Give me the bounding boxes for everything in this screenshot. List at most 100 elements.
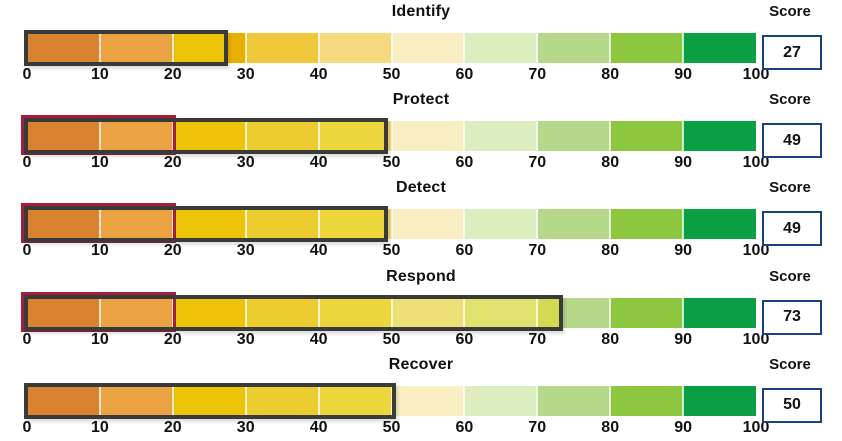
gauge-track bbox=[21, 203, 757, 244]
segment-divider bbox=[609, 209, 612, 240]
segment-divider bbox=[463, 121, 466, 152]
score-label: Score bbox=[769, 91, 811, 109]
value-segment bbox=[172, 209, 246, 240]
scale-segment bbox=[537, 209, 611, 240]
segment-divider bbox=[317, 385, 320, 416]
axis-tick-label: 80 bbox=[601, 330, 620, 348]
axis-tick-label: 40 bbox=[309, 154, 328, 172]
score-outline-box bbox=[24, 382, 396, 419]
score-value-box: 49 bbox=[762, 123, 822, 159]
scale-segment bbox=[610, 33, 684, 63]
segment-divider bbox=[171, 385, 174, 416]
axis-tick-label: 90 bbox=[674, 242, 692, 260]
axis-tick-label: 70 bbox=[528, 418, 547, 436]
gauge-value-bar bbox=[27, 209, 385, 240]
score-value-box: 50 bbox=[762, 387, 822, 423]
score-label: Score bbox=[769, 355, 811, 373]
scale-segment bbox=[391, 33, 465, 63]
segment-divider bbox=[390, 385, 393, 416]
axis-tick-label: 40 bbox=[309, 242, 328, 260]
scale-segment bbox=[537, 33, 611, 63]
gauge-value-segments bbox=[27, 33, 224, 63]
scale-segment bbox=[245, 33, 319, 63]
segment-divider bbox=[682, 121, 685, 152]
segment-divider bbox=[171, 209, 174, 240]
segment-divider bbox=[536, 297, 539, 328]
scale-segment bbox=[464, 209, 538, 240]
gauge-value-bar bbox=[27, 121, 385, 152]
value-segment bbox=[27, 297, 100, 328]
segment-divider bbox=[390, 209, 393, 240]
gauge-value-bar bbox=[27, 33, 224, 63]
axis-tick-label: 50 bbox=[382, 242, 401, 260]
segment-divider bbox=[317, 33, 320, 63]
axis-tick-label: 90 bbox=[674, 330, 692, 348]
segment-divider bbox=[98, 385, 101, 416]
gauge-value-segments bbox=[27, 385, 392, 416]
segment-divider bbox=[317, 297, 320, 328]
axis-tick-label: 90 bbox=[674, 418, 692, 436]
axis-tick-label: 80 bbox=[601, 154, 620, 172]
value-segment bbox=[318, 297, 392, 328]
axis-tick-label: 60 bbox=[455, 242, 474, 260]
axis-tick-label: 10 bbox=[90, 330, 109, 348]
segment-divider bbox=[171, 297, 174, 328]
score-outline-box bbox=[24, 206, 389, 243]
score-value: 49 bbox=[783, 131, 801, 149]
score-outline-box bbox=[24, 118, 389, 155]
scale-segment bbox=[391, 209, 465, 240]
segment-divider bbox=[609, 121, 612, 152]
axis-tick-label: 50 bbox=[382, 330, 401, 348]
gauge-dividers bbox=[27, 33, 756, 63]
segment-divider bbox=[463, 385, 466, 416]
axis-tick-label: 90 bbox=[674, 154, 692, 172]
axis-tick-label: 100 bbox=[742, 154, 770, 172]
scale-segment bbox=[537, 385, 611, 416]
axis-tick-label: 30 bbox=[236, 154, 255, 172]
axis-tick-label: 80 bbox=[601, 66, 620, 83]
axis-tick-label: 20 bbox=[163, 330, 182, 348]
segment-divider bbox=[244, 121, 247, 152]
gauge-title: Recover bbox=[388, 355, 454, 373]
axis-tick-label: 100 bbox=[742, 330, 770, 348]
segment-divider bbox=[244, 209, 247, 240]
axis-tick-label: 80 bbox=[601, 242, 620, 260]
value-segment bbox=[245, 121, 319, 152]
axis-ticks: 0 10 20 30 40 50 60 70 80 90 100 bbox=[23, 418, 770, 439]
axis-tick-label: 0 bbox=[22, 154, 32, 172]
score-label: Score bbox=[769, 3, 811, 20]
axis-ticks: 0 10 20 30 40 50 60 70 80 90 100 bbox=[23, 66, 770, 86]
scale-segment bbox=[610, 297, 684, 328]
axis-tick-label: 30 bbox=[236, 418, 255, 436]
gauge-title: Protect bbox=[392, 91, 450, 109]
value-segment bbox=[245, 385, 319, 416]
segment-divider bbox=[682, 297, 685, 328]
scale-segment bbox=[464, 33, 538, 63]
value-segment bbox=[27, 33, 100, 63]
scale-segment bbox=[391, 121, 465, 152]
gauge-dividers bbox=[27, 297, 756, 328]
scale-segment bbox=[683, 121, 757, 152]
scale-segment bbox=[318, 33, 392, 63]
segment-divider bbox=[536, 209, 539, 240]
gauge-value-segments bbox=[27, 209, 385, 240]
score-value-box: 49 bbox=[762, 211, 822, 247]
scale-segment bbox=[610, 209, 684, 240]
axis-tick-label: 20 bbox=[163, 66, 182, 83]
axis-tick-label: 10 bbox=[90, 66, 109, 83]
segment-divider bbox=[682, 209, 685, 240]
value-segment bbox=[172, 297, 246, 328]
scale-segment bbox=[683, 209, 757, 240]
segment-divider bbox=[244, 297, 247, 328]
segment-divider bbox=[609, 297, 612, 328]
axis-tick-label: 20 bbox=[163, 418, 182, 436]
value-segment bbox=[99, 385, 173, 416]
value-segment bbox=[391, 297, 465, 328]
axis-tick-label: 40 bbox=[309, 418, 328, 436]
axis-tick-label: 100 bbox=[742, 418, 770, 436]
gauge-title: Identify bbox=[391, 3, 451, 20]
gauge-row: Identify Score 27 0 10 20 30 40 50 60 70 80 90 100 bbox=[0, 0, 842, 88]
axis-tick-label: 60 bbox=[455, 154, 474, 172]
score-outline-box bbox=[24, 294, 564, 331]
